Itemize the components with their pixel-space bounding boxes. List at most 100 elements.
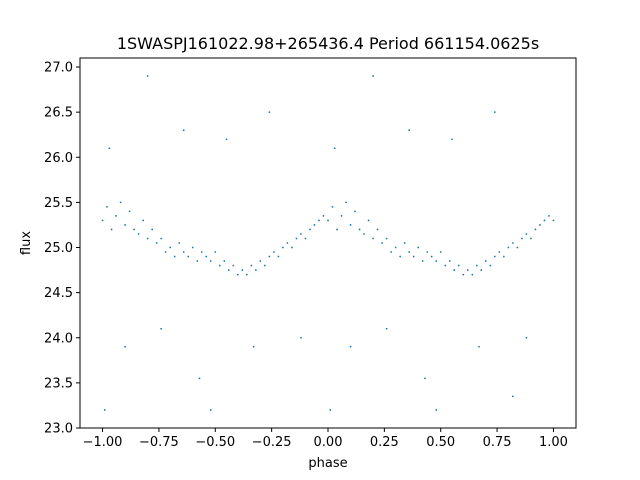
data-point xyxy=(381,242,384,244)
data-point xyxy=(108,147,111,150)
data-point xyxy=(408,129,411,132)
data-point xyxy=(358,228,361,231)
data-point xyxy=(313,224,316,226)
data-point xyxy=(417,246,420,249)
data-point xyxy=(200,251,203,253)
data-point xyxy=(205,255,208,258)
data-point xyxy=(444,264,447,267)
data-point xyxy=(318,219,320,222)
data-point xyxy=(277,255,280,258)
data-point xyxy=(209,260,212,262)
data-point xyxy=(182,251,185,253)
data-point xyxy=(137,233,140,235)
data-point xyxy=(187,255,190,258)
data-points-group xyxy=(101,75,555,411)
data-point xyxy=(103,409,106,411)
data-point xyxy=(489,264,492,267)
data-point xyxy=(336,228,338,231)
x-tick-label: −0.75 xyxy=(139,435,179,450)
data-point xyxy=(241,269,244,271)
x-axis: −1.00 −0.75 −0.50 −0.25 0.00 0.25 0.50 0.75 1.00 xyxy=(83,428,568,450)
data-point xyxy=(327,219,329,222)
y-tick-label: 25.0 xyxy=(44,241,73,256)
data-point xyxy=(412,255,415,258)
x-axis-label: phase xyxy=(308,456,347,471)
data-point xyxy=(376,228,379,231)
data-point xyxy=(424,377,426,380)
y-tick-label: 24.0 xyxy=(44,331,73,346)
data-point xyxy=(421,260,424,262)
data-point xyxy=(439,251,442,253)
data-point xyxy=(101,219,104,222)
x-tick-label: −1.00 xyxy=(83,435,123,450)
data-point xyxy=(268,111,271,114)
data-point xyxy=(403,242,406,244)
data-point xyxy=(493,255,496,258)
data-point xyxy=(236,273,239,276)
data-point xyxy=(475,264,478,267)
data-point xyxy=(543,219,546,222)
data-point xyxy=(254,269,257,271)
data-point xyxy=(309,228,311,231)
data-point xyxy=(124,224,126,226)
data-point xyxy=(502,255,505,258)
data-point xyxy=(345,201,347,204)
data-point xyxy=(245,273,248,276)
x-tick-label: 0.50 xyxy=(426,435,455,450)
data-point xyxy=(173,255,176,258)
data-point xyxy=(511,395,514,398)
data-point xyxy=(462,273,465,276)
data-point xyxy=(322,215,325,217)
data-point xyxy=(363,233,365,235)
y-tick-label: 23.0 xyxy=(44,422,73,437)
data-point xyxy=(295,237,298,240)
data-point xyxy=(478,345,480,348)
x-tick-label: 1.00 xyxy=(539,435,568,450)
data-point xyxy=(372,75,374,77)
data-point xyxy=(250,264,253,267)
y-tick-label: 25.5 xyxy=(44,196,73,211)
y-tick-label: 27.0 xyxy=(44,61,73,76)
data-point xyxy=(525,336,528,339)
data-point xyxy=(300,336,302,339)
data-point xyxy=(209,409,212,411)
data-point xyxy=(435,260,438,262)
data-point xyxy=(155,242,158,244)
data-point xyxy=(128,210,131,213)
data-point xyxy=(349,345,352,348)
data-point xyxy=(146,237,149,240)
x-tick-label: −0.50 xyxy=(195,435,235,450)
data-point xyxy=(291,246,293,249)
data-point xyxy=(300,233,302,235)
data-point xyxy=(160,237,163,240)
data-point xyxy=(252,345,255,348)
data-point xyxy=(372,237,374,240)
data-point xyxy=(218,264,221,267)
y-axis: 23.0 23.5 24.0 24.5 25.0 25.5 26.0 26.5 27.0 xyxy=(44,61,80,437)
data-point xyxy=(225,138,228,141)
data-point xyxy=(214,251,217,253)
data-point xyxy=(507,246,510,249)
data-point xyxy=(471,273,474,276)
data-point xyxy=(525,233,528,235)
data-point xyxy=(259,260,262,262)
data-point xyxy=(182,129,185,132)
y-axis-label: flux xyxy=(19,231,34,255)
data-point xyxy=(263,264,266,267)
data-point xyxy=(493,111,496,114)
x-tick-label: 0.25 xyxy=(370,435,399,450)
data-point xyxy=(399,255,402,258)
data-point xyxy=(272,251,275,253)
data-point xyxy=(115,215,117,217)
data-point xyxy=(484,260,487,262)
data-point xyxy=(552,219,555,222)
data-point xyxy=(196,260,199,262)
x-tick-label: −0.25 xyxy=(252,435,292,450)
chart-title: 1SWASPJ161022.98+265436.4 Period 661154.… xyxy=(117,34,539,53)
data-point xyxy=(385,327,388,330)
data-point xyxy=(354,210,356,213)
x-tick-label: 0.75 xyxy=(483,435,512,450)
y-tick-label: 26.5 xyxy=(44,106,73,121)
